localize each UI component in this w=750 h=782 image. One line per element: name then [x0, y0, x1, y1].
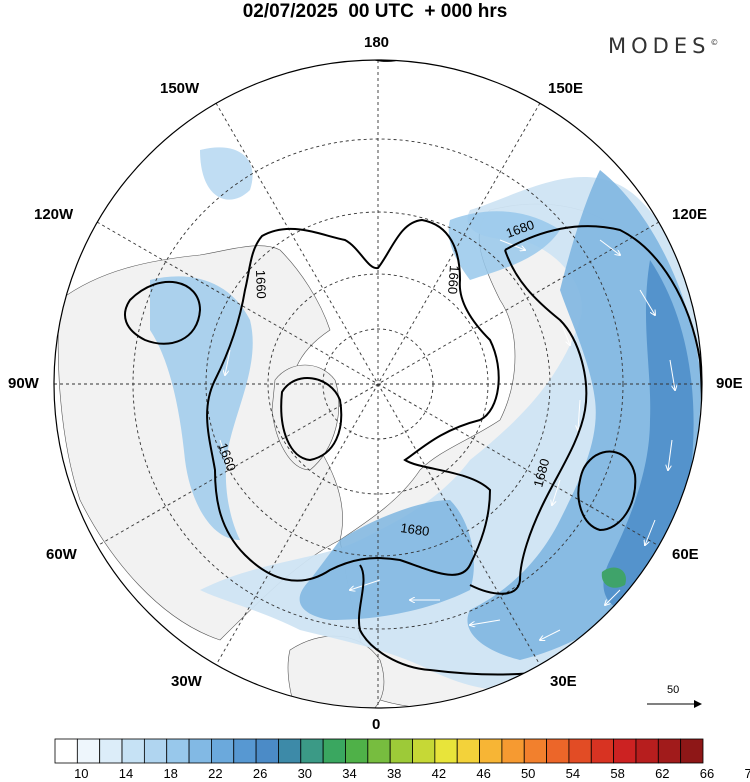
colorbar-swatch	[121, 738, 145, 764]
colorbar-tick-label: 50	[520, 766, 536, 781]
colorbar-tick-label: 22	[208, 766, 223, 781]
map-title: 02/07/2025 00 UTC + 000 hrs	[242, 1, 508, 22]
lon-label-90e: 90E	[716, 375, 743, 392]
colorbar-swatch	[54, 738, 78, 764]
colorbar-swatch	[568, 738, 592, 764]
colorbar-swatch	[412, 738, 436, 764]
contour-1660-west-low	[124, 281, 202, 345]
lon-label-90w: 90W	[8, 375, 39, 392]
colorbar-tick-label: 34	[342, 766, 357, 781]
lon-label-120w: 120W	[34, 206, 74, 223]
contour-labels: 1660 1660 1660 1680 1680 1680	[215, 217, 552, 539]
lon-label-0: 0	[372, 716, 381, 733]
colorbar-tick-label: 26	[252, 766, 268, 781]
colorbar-tick-label: 10	[74, 766, 89, 781]
colorbar-swatch	[680, 738, 704, 764]
contour-1660-main	[206, 218, 500, 582]
colorbar-swatch	[367, 738, 391, 764]
colorbar-swatch	[300, 738, 324, 764]
vector-reference: 50	[645, 684, 705, 708]
colorbar-tick-label: 70	[744, 766, 750, 781]
contour-label: 1660	[253, 270, 269, 299]
lon-label-150w: 150W	[160, 80, 200, 97]
lon-label-180: 180	[364, 34, 390, 51]
brand-logo: MODES©	[608, 34, 719, 58]
colorbar-tick-label: 62	[655, 766, 670, 781]
colorbar-swatch	[233, 738, 257, 764]
colorbar-tick-label: 58	[610, 766, 625, 781]
wind-vectors	[219, 239, 675, 640]
jet-europe	[299, 500, 474, 620]
jet-pacific	[200, 147, 253, 200]
lon-label-150e: 150E	[548, 80, 584, 97]
lon-label-30w: 30W	[171, 673, 202, 690]
contour-greenland-low	[280, 377, 343, 462]
colorbar-swatch	[345, 738, 369, 764]
colorbar-tick-label: 14	[118, 766, 134, 781]
colorbar-swatch	[99, 738, 123, 764]
colorbar-swatch	[143, 738, 168, 764]
vector-reference-arrow	[647, 700, 702, 708]
colorbar-swatch	[501, 738, 525, 764]
colorbar-tick-label: 38	[386, 766, 402, 781]
contour-top-edge	[369, 60, 407, 62]
colorbar-tick-label: 30	[297, 766, 313, 781]
jet-northeast	[448, 211, 560, 280]
map-disc: 1660 1660 1660 1680 1680 1680	[54, 60, 702, 708]
contour-label: 1680	[530, 457, 552, 489]
contour-1680-inner	[469, 249, 588, 595]
colorbar-swatch	[76, 738, 101, 764]
colorbar-swatch	[434, 738, 458, 764]
contour-label: 1680	[400, 520, 431, 539]
colorbar-tick-label: 42	[431, 766, 447, 781]
colorbar-swatch	[211, 738, 235, 764]
colorbar-swatch	[523, 738, 547, 764]
colorbar-swatch	[166, 738, 190, 764]
colorbar-swatch	[188, 738, 212, 764]
contour-label: 1660	[445, 265, 462, 295]
colorbar	[54, 738, 704, 764]
lon-label-30e: 30E	[550, 673, 577, 690]
colorbar-swatch	[657, 738, 682, 764]
colorbar-swatch	[456, 738, 480, 764]
colorbar-swatch	[389, 738, 413, 764]
colorbar-tick-label: 66	[699, 766, 715, 781]
colorbar-swatch	[590, 738, 615, 764]
colorbar-tick-label: 46	[476, 766, 491, 781]
lon-label-60e: 60E	[672, 546, 699, 563]
graticule	[54, 60, 702, 708]
colorbar-swatch	[322, 738, 346, 764]
colorbar-tick-label: 54	[565, 766, 581, 781]
colorbar-swatch	[546, 738, 570, 764]
colorbar-tick-label: 18	[163, 766, 178, 781]
colorbar-swatch	[635, 738, 659, 764]
jet-peak-spot	[601, 567, 626, 588]
colorbar-swatch	[278, 738, 302, 764]
lon-label-60w: 60W	[46, 546, 77, 563]
colorbar-labels: 10 14 18 22 26 30 34 38 42 46 50 54 58 62 66 70	[54, 766, 750, 782]
colorbar-swatch	[479, 738, 503, 764]
colorbar-swatch	[255, 738, 279, 764]
contour-asia-high	[577, 450, 637, 532]
colorbar-swatch	[613, 738, 637, 764]
map-boundary	[53, 59, 703, 709]
lon-label-120e: 120E	[672, 206, 708, 223]
vector-reference-label: 50	[667, 684, 680, 696]
